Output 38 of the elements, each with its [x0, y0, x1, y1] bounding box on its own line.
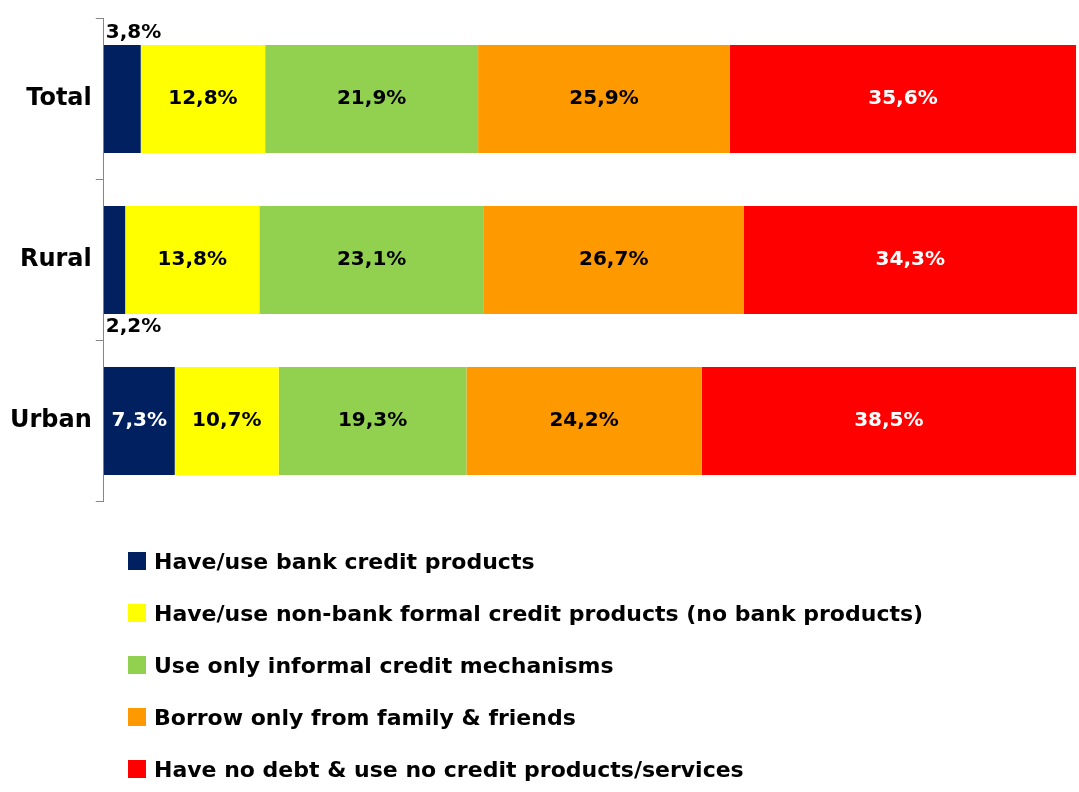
data-label: 21,9% [336, 85, 407, 110]
bar [125, 206, 260, 314]
bar [103, 206, 126, 314]
data-label: 10,7% [192, 407, 262, 432]
data-label: 7,3% [111, 407, 168, 432]
y-tick-label: Rural [19, 244, 92, 273]
legend-label: Have/use non-bank formal credit products (no bank products) [154, 600, 924, 626]
data-label: 19,3% [337, 407, 408, 432]
legend-label: Have no debt & use no credit products/services [154, 756, 744, 782]
bar [140, 44, 266, 153]
data-label: 25,9% [569, 85, 639, 110]
bar [478, 44, 730, 153]
bar [701, 367, 1077, 476]
bar [265, 44, 479, 153]
data-label: 13,8% [157, 246, 227, 271]
data-label: 3,8% [105, 19, 162, 44]
bar [103, 367, 175, 476]
legend-label: Borrow only from family & friends [154, 704, 576, 730]
bar [729, 44, 1077, 153]
bar [103, 44, 141, 153]
data-label: 35,6% [868, 85, 938, 110]
legend-label: Use only informal credit mechanisms [154, 652, 614, 678]
data-label: 26,7% [579, 246, 649, 271]
y-tick-label: Urban [9, 405, 92, 434]
bar [259, 206, 484, 314]
data-label: 24,2% [549, 407, 619, 432]
data-label: 23,1% [336, 246, 407, 271]
data-label: 38,5% [854, 407, 924, 432]
bar [483, 206, 744, 314]
bar [278, 367, 467, 476]
data-label: 2,2% [105, 313, 162, 338]
bar [174, 367, 279, 476]
y-tick-label: Total [26, 83, 92, 112]
bar [466, 367, 702, 476]
legend-label: Have/use bank credit products [154, 548, 535, 574]
bar [743, 206, 1077, 314]
data-label: 34,3% [875, 246, 945, 271]
data-label: 12,8% [168, 85, 238, 110]
